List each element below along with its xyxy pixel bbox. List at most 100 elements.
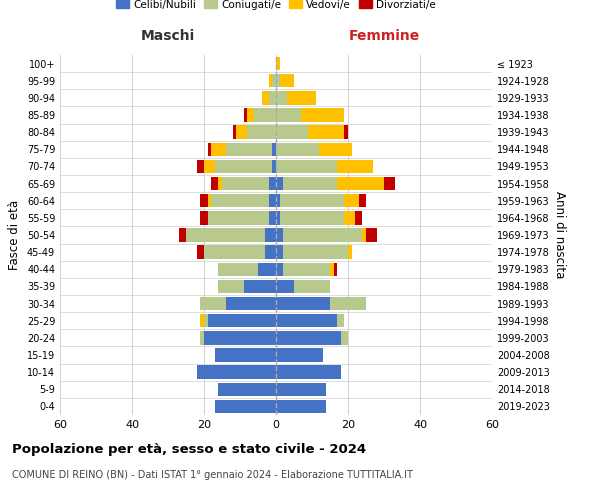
Bar	[330, 262, 334, 276]
Bar	[283, 177, 337, 190]
Text: Popolazione per età, sesso e stato civile - 2024: Popolazione per età, sesso e stato civil…	[12, 442, 366, 456]
Bar	[262, 91, 269, 104]
Bar	[276, 262, 283, 276]
Bar	[280, 74, 294, 88]
Bar	[272, 74, 276, 88]
Bar	[200, 331, 204, 344]
Bar	[215, 160, 272, 173]
Bar	[276, 160, 337, 173]
Bar	[283, 246, 348, 259]
Bar	[258, 262, 276, 276]
Bar	[269, 91, 276, 104]
Bar	[204, 160, 215, 173]
Bar	[301, 108, 344, 122]
Text: COMUNE DI REINO (BN) - Dati ISTAT 1° gennaio 2024 - Elaborazione TUTTITALIA.IT: COMUNE DI REINO (BN) - Dati ISTAT 1° gen…	[12, 470, 413, 480]
Bar	[197, 160, 204, 173]
Bar	[208, 211, 269, 224]
Bar	[276, 314, 337, 328]
Bar	[218, 177, 222, 190]
Bar	[276, 57, 280, 70]
Bar	[197, 366, 276, 379]
Bar	[204, 246, 265, 259]
Bar	[186, 228, 265, 241]
Bar	[280, 194, 344, 207]
Bar	[344, 126, 348, 139]
Bar	[211, 142, 226, 156]
Bar	[294, 280, 330, 293]
Bar	[236, 126, 247, 139]
Y-axis label: Fasce di età: Fasce di età	[8, 200, 21, 270]
Bar	[276, 228, 283, 241]
Bar	[384, 177, 395, 190]
Bar	[200, 194, 208, 207]
Bar	[226, 142, 272, 156]
Bar	[218, 382, 276, 396]
Bar	[276, 246, 283, 259]
Bar	[276, 331, 341, 344]
Bar	[337, 177, 384, 190]
Bar	[247, 126, 276, 139]
Bar	[204, 314, 208, 328]
Text: Femmine: Femmine	[349, 29, 419, 43]
Bar	[244, 108, 247, 122]
Bar	[359, 194, 366, 207]
Bar	[276, 91, 287, 104]
Bar	[348, 246, 352, 259]
Bar	[226, 297, 276, 310]
Bar	[204, 331, 276, 344]
Bar	[280, 211, 344, 224]
Bar	[179, 228, 186, 241]
Bar	[254, 108, 276, 122]
Bar	[283, 228, 362, 241]
Bar	[233, 126, 236, 139]
Bar	[269, 74, 272, 88]
Bar	[208, 194, 211, 207]
Bar	[211, 177, 218, 190]
Text: Maschi: Maschi	[141, 29, 195, 43]
Bar	[276, 74, 280, 88]
Bar	[208, 314, 276, 328]
Bar	[344, 211, 355, 224]
Bar	[272, 142, 276, 156]
Legend: Celibi/Nubili, Coniugati/e, Vedovi/e, Divorziati/e: Celibi/Nubili, Coniugati/e, Vedovi/e, Di…	[112, 0, 440, 14]
Bar	[330, 297, 366, 310]
Bar	[244, 280, 276, 293]
Bar	[283, 262, 330, 276]
Bar	[308, 126, 344, 139]
Bar	[265, 246, 276, 259]
Bar	[362, 228, 366, 241]
Bar	[200, 297, 226, 310]
Bar	[344, 194, 359, 207]
Bar	[337, 160, 373, 173]
Bar	[276, 348, 323, 362]
Bar	[247, 108, 254, 122]
Bar	[366, 228, 377, 241]
Y-axis label: Anni di nascita: Anni di nascita	[553, 192, 566, 278]
Bar	[337, 314, 344, 328]
Bar	[197, 246, 204, 259]
Bar	[319, 142, 352, 156]
Bar	[215, 348, 276, 362]
Bar	[276, 177, 283, 190]
Bar	[276, 382, 326, 396]
Bar	[276, 280, 294, 293]
Bar	[276, 142, 319, 156]
Bar	[341, 331, 348, 344]
Bar	[218, 262, 258, 276]
Bar	[200, 211, 208, 224]
Bar	[269, 211, 276, 224]
Bar	[276, 211, 280, 224]
Bar	[276, 126, 308, 139]
Bar	[287, 91, 316, 104]
Bar	[269, 177, 276, 190]
Bar	[222, 177, 269, 190]
Bar	[208, 142, 211, 156]
Bar	[215, 400, 276, 413]
Bar	[211, 194, 269, 207]
Bar	[265, 228, 276, 241]
Bar	[276, 366, 341, 379]
Bar	[276, 297, 330, 310]
Bar	[276, 400, 326, 413]
Bar	[276, 194, 280, 207]
Bar	[269, 194, 276, 207]
